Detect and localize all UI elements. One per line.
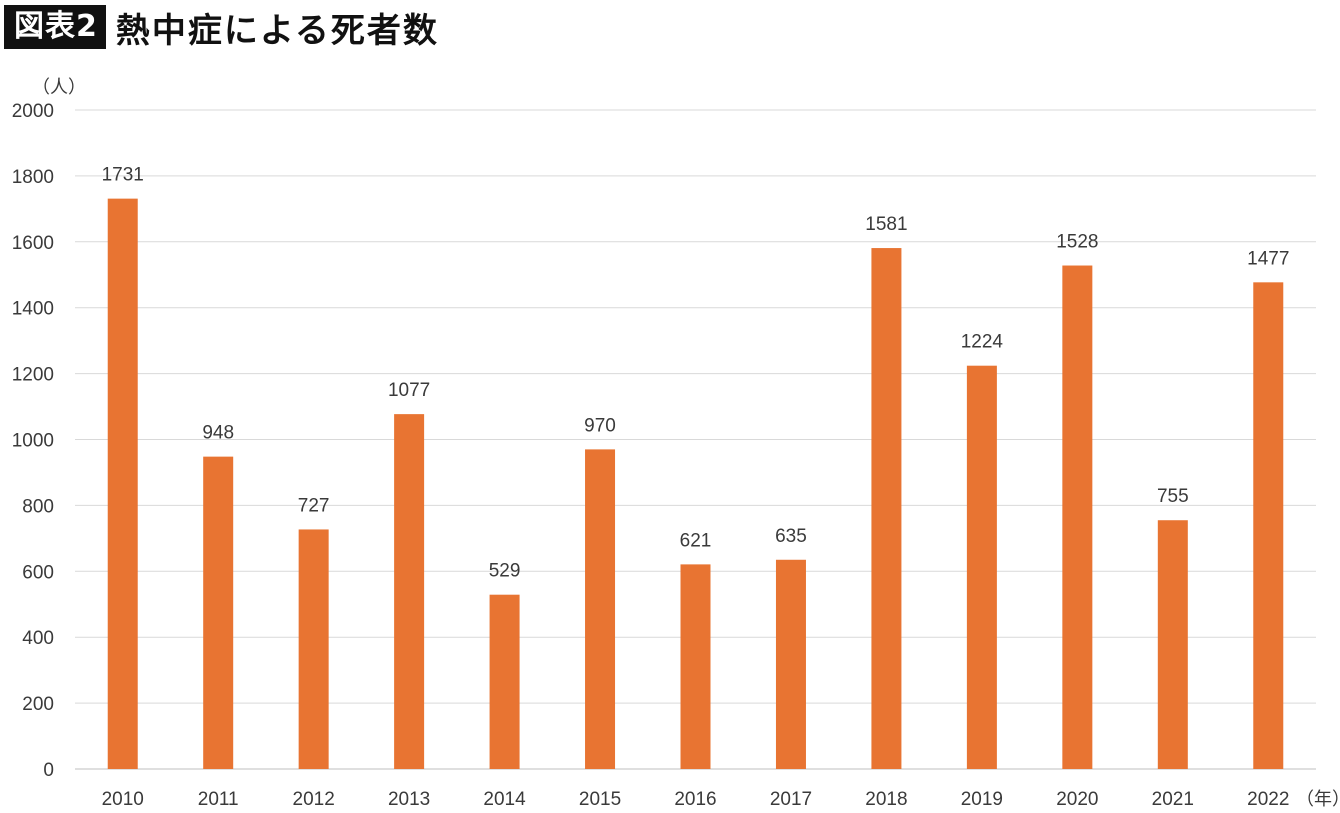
bar-2019 — [966, 365, 997, 769]
x-tick-label-2011: 2011 — [198, 789, 239, 810]
data-label-2014: 529 — [489, 561, 521, 582]
data-label-2016: 621 — [680, 530, 712, 551]
y-tick-label: 800 — [22, 496, 54, 517]
x-tick-label-2021: 2021 — [1152, 789, 1194, 810]
bar-2021 — [1157, 520, 1188, 769]
data-label-2019: 1224 — [961, 332, 1004, 353]
bar-2017 — [775, 559, 806, 769]
x-tick-label-2020: 2020 — [1056, 789, 1098, 810]
y-axis-unit-label: （人） — [32, 77, 86, 98]
x-tick-label-2018: 2018 — [865, 789, 907, 810]
y-tick-label: 0 — [43, 760, 54, 781]
bar-2012 — [298, 529, 329, 769]
x-tick-label-2014: 2014 — [483, 789, 526, 810]
bar-2020 — [1062, 265, 1093, 769]
data-label-2017: 635 — [775, 526, 807, 547]
data-label-2011: 948 — [202, 423, 234, 444]
bars — [107, 198, 1284, 770]
bar-2015 — [585, 449, 616, 769]
y-tick-label: 400 — [22, 628, 54, 649]
x-tick-label-2017: 2017 — [770, 789, 812, 810]
x-tick-label-2010: 2010 — [102, 789, 144, 810]
y-axis-ticks: 0 200 400 600 800 1000 1200 1400 1600 1800 2000 — [12, 101, 54, 781]
x-axis-unit-label: （年） — [1296, 789, 1340, 810]
bar-2022 — [1253, 282, 1284, 769]
bar-2010 — [107, 198, 138, 769]
y-tick-label: 1400 — [12, 299, 54, 320]
y-tick-label: 1600 — [12, 233, 54, 254]
bar-2016 — [680, 564, 711, 769]
data-label-2013: 1077 — [388, 380, 430, 401]
chart-title: 熱中症による死者数 — [115, 10, 439, 51]
data-label-2010: 1731 — [102, 165, 144, 186]
figure-badge: 図表2 — [4, 5, 106, 49]
y-tick-label: 1800 — [12, 167, 54, 188]
x-tick-label-2022: 2022 — [1247, 789, 1289, 810]
data-label-2018: 1581 — [865, 214, 907, 235]
y-tick-label: 2000 — [12, 101, 54, 122]
bar-2014 — [489, 594, 520, 769]
data-label-2020: 1528 — [1056, 232, 1098, 253]
x-tick-label-2012: 2012 — [293, 789, 335, 810]
x-tick-label-2019: 2019 — [961, 789, 1003, 810]
bar-2018 — [871, 248, 902, 770]
y-tick-label: 200 — [22, 694, 54, 715]
data-labels: 1731 948 727 1077 529 970 621 635 1581 1224 1528 75… — [102, 165, 1290, 582]
y-tick-label: 1000 — [12, 431, 54, 452]
y-tick-label: 1200 — [12, 365, 54, 386]
bar-2011 — [203, 456, 234, 769]
x-tick-label-2015: 2015 — [579, 789, 621, 810]
data-label-2021: 755 — [1157, 486, 1189, 507]
chart-header: 図表2 熱中症による死者数 — [4, 4, 439, 51]
y-tick-label: 600 — [22, 562, 54, 583]
bar-2013 — [394, 414, 425, 769]
x-tick-label-2013: 2013 — [388, 789, 430, 810]
data-label-2022: 1477 — [1247, 248, 1289, 269]
x-axis-ticks: 2010 2011 2012 2013 2014 2015 2016 2017 2018 2019… — [102, 789, 1290, 810]
data-label-2015: 970 — [584, 415, 616, 436]
data-label-2012: 727 — [298, 495, 330, 516]
x-tick-label-2016: 2016 — [674, 789, 716, 810]
